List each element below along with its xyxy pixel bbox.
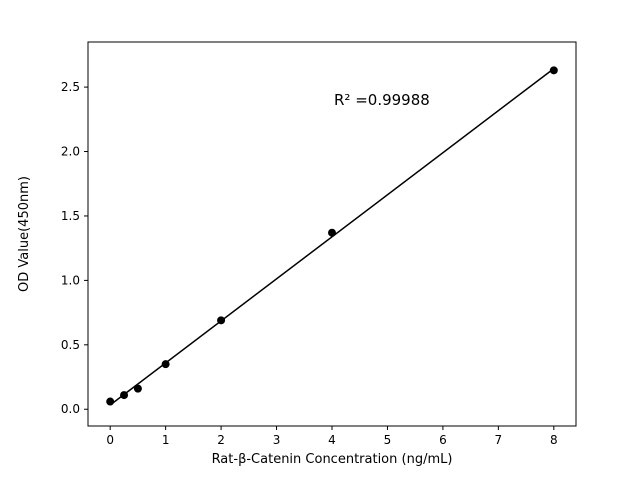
x-tick-label: 6 bbox=[439, 433, 447, 447]
x-tick-label: 7 bbox=[495, 433, 503, 447]
x-tick-label: 1 bbox=[162, 433, 170, 447]
y-tick-label: 1.0 bbox=[61, 273, 80, 287]
y-tick-label: 0.5 bbox=[61, 338, 80, 352]
data-point bbox=[161, 360, 170, 369]
x-tick-label: 0 bbox=[106, 433, 114, 447]
x-tick-label: 4 bbox=[328, 433, 336, 447]
data-point bbox=[217, 316, 226, 325]
fit-line bbox=[109, 68, 555, 406]
y-axis-label: OD Value(450nm) bbox=[17, 176, 32, 292]
data-point bbox=[328, 228, 336, 237]
y-tick-label: 2.5 bbox=[61, 80, 80, 94]
x-tick-label: 2 bbox=[217, 433, 225, 447]
x-axis-label: Rat-β-Catenin Concentration (ng/mL) bbox=[212, 452, 453, 467]
y-tick-label: 2.0 bbox=[61, 145, 80, 159]
r-squared-annotation: R² =0.99988 bbox=[334, 91, 430, 109]
x-tick-label: 5 bbox=[384, 433, 392, 447]
data-point bbox=[120, 391, 129, 400]
x-tick-label: 8 bbox=[550, 433, 558, 447]
data-point bbox=[133, 384, 142, 393]
y-tick-label: 1.5 bbox=[61, 209, 80, 223]
data-point bbox=[549, 66, 558, 75]
y-tick-label: 0.0 bbox=[61, 402, 80, 416]
x-tick-label: 3 bbox=[273, 433, 281, 447]
data-point bbox=[106, 397, 115, 406]
